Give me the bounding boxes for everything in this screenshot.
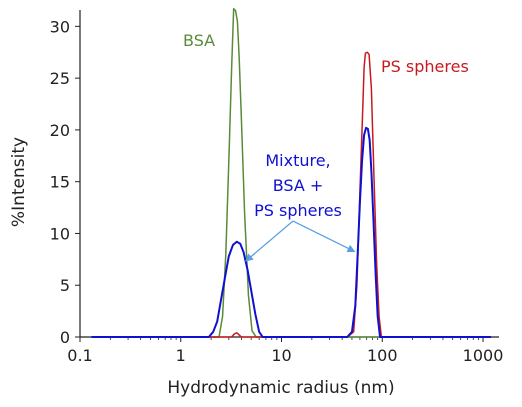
series-line-2 bbox=[91, 126, 491, 338]
x-tick-label: 0.1 bbox=[67, 346, 92, 365]
arrow-to-bsa-peak bbox=[245, 220, 294, 262]
mixture-label-line-3: PS spheres bbox=[254, 201, 342, 220]
mixture-label-line-1: Mixture, bbox=[265, 151, 330, 170]
y-tick-label: 15 bbox=[50, 173, 70, 192]
y-tick-label: 25 bbox=[50, 69, 70, 88]
y-axis-title: %Intensity bbox=[9, 137, 29, 227]
y-axis: 0 5 10 15 20 25 30 bbox=[50, 10, 81, 347]
y-tick-label: 30 bbox=[50, 17, 70, 36]
y-tick-label: 0 bbox=[60, 328, 70, 347]
x-tick-label: 1 bbox=[176, 346, 186, 365]
arrow-to-ps-peak bbox=[292, 220, 356, 252]
mixture-label-line-2: BSA + bbox=[273, 176, 324, 195]
y-tick-label: 10 bbox=[50, 224, 70, 243]
x-axis: 0.1 1 10 100 1000 bbox=[67, 336, 504, 365]
y-tick-label: 20 bbox=[50, 121, 70, 140]
series-layer bbox=[91, 8, 491, 338]
x-tick-label: 10 bbox=[271, 346, 291, 365]
series-line-1 bbox=[91, 51, 491, 338]
annotation-layer: BSA PS spheres Mixture, BSA + PS spheres bbox=[183, 31, 469, 262]
bsa-series-label: BSA bbox=[183, 31, 215, 50]
ps-spheres-series-label: PS spheres bbox=[381, 57, 469, 76]
x-tick-label: 100 bbox=[367, 346, 398, 365]
y-tick-label: 5 bbox=[60, 276, 70, 295]
x-axis-title: Hydrodynamic radius (nm) bbox=[167, 378, 394, 398]
x-tick-label: 1000 bbox=[463, 346, 504, 365]
